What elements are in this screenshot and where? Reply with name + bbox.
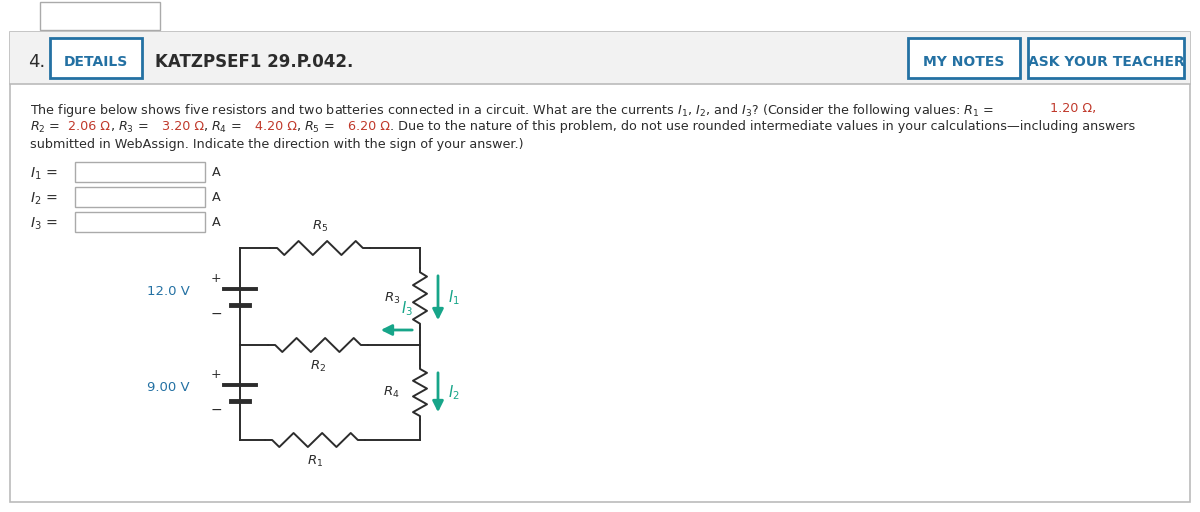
FancyBboxPatch shape	[74, 212, 205, 232]
Text: $R_4$: $R_4$	[384, 385, 400, 400]
FancyBboxPatch shape	[10, 32, 1190, 502]
Text: ASK YOUR TEACHER: ASK YOUR TEACHER	[1027, 55, 1184, 69]
FancyBboxPatch shape	[40, 2, 160, 30]
Text: A: A	[212, 166, 221, 179]
Text: 9.00 V: 9.00 V	[148, 381, 190, 394]
Text: , $R_4$ =: , $R_4$ =	[203, 120, 242, 135]
Text: A: A	[212, 216, 221, 229]
FancyBboxPatch shape	[50, 38, 142, 78]
FancyBboxPatch shape	[74, 162, 205, 182]
Text: $R_2$ =: $R_2$ =	[30, 120, 61, 135]
Text: submitted in WebAssign. Indicate the direction with the sign of your answer.): submitted in WebAssign. Indicate the dir…	[30, 138, 523, 151]
Text: +: +	[211, 368, 221, 380]
Text: $R_2$: $R_2$	[310, 359, 326, 374]
Text: −: −	[210, 402, 222, 416]
Text: $R_1$: $R_1$	[307, 454, 323, 469]
FancyBboxPatch shape	[1028, 38, 1184, 78]
Text: 4.: 4.	[28, 53, 46, 71]
Text: $R_5$: $R_5$	[312, 219, 328, 234]
Text: $I_1$ =: $I_1$ =	[30, 166, 58, 182]
Text: The figure below shows five resistors and two batteries connected in a circuit. : The figure below shows five resistors an…	[30, 102, 995, 119]
Text: 3.20 Ω: 3.20 Ω	[162, 120, 204, 133]
FancyBboxPatch shape	[74, 187, 205, 207]
Text: KATZPSEF1 29.P.042.: KATZPSEF1 29.P.042.	[155, 53, 353, 71]
Text: 4.20 Ω: 4.20 Ω	[256, 120, 298, 133]
Text: 12.0 V: 12.0 V	[148, 285, 190, 298]
Text: $R_3$: $R_3$	[384, 290, 400, 306]
Text: DETAILS: DETAILS	[64, 55, 128, 69]
Text: 1.20 Ω,: 1.20 Ω,	[1050, 102, 1097, 115]
Text: . Due to the nature of this problem, do not use rounded intermediate values in y: . Due to the nature of this problem, do …	[390, 120, 1135, 133]
Text: A: A	[212, 191, 221, 204]
Text: $I_3$ =: $I_3$ =	[30, 216, 58, 232]
Text: , $R_5$ =: , $R_5$ =	[296, 120, 336, 135]
Text: −: −	[210, 307, 222, 321]
Text: 6.20 Ω: 6.20 Ω	[348, 120, 390, 133]
Text: MY NOTES: MY NOTES	[923, 55, 1004, 69]
Text: +: +	[211, 271, 221, 285]
Text: $I_2$ =: $I_2$ =	[30, 191, 58, 207]
Text: $I_3$: $I_3$	[401, 300, 413, 318]
Text: $I_2$: $I_2$	[448, 383, 460, 402]
Text: $I_1$: $I_1$	[448, 289, 460, 307]
Text: 2.06 Ω: 2.06 Ω	[68, 120, 110, 133]
FancyBboxPatch shape	[10, 32, 1190, 84]
FancyBboxPatch shape	[908, 38, 1020, 78]
Text: , $R_3$ =: , $R_3$ =	[110, 120, 150, 135]
